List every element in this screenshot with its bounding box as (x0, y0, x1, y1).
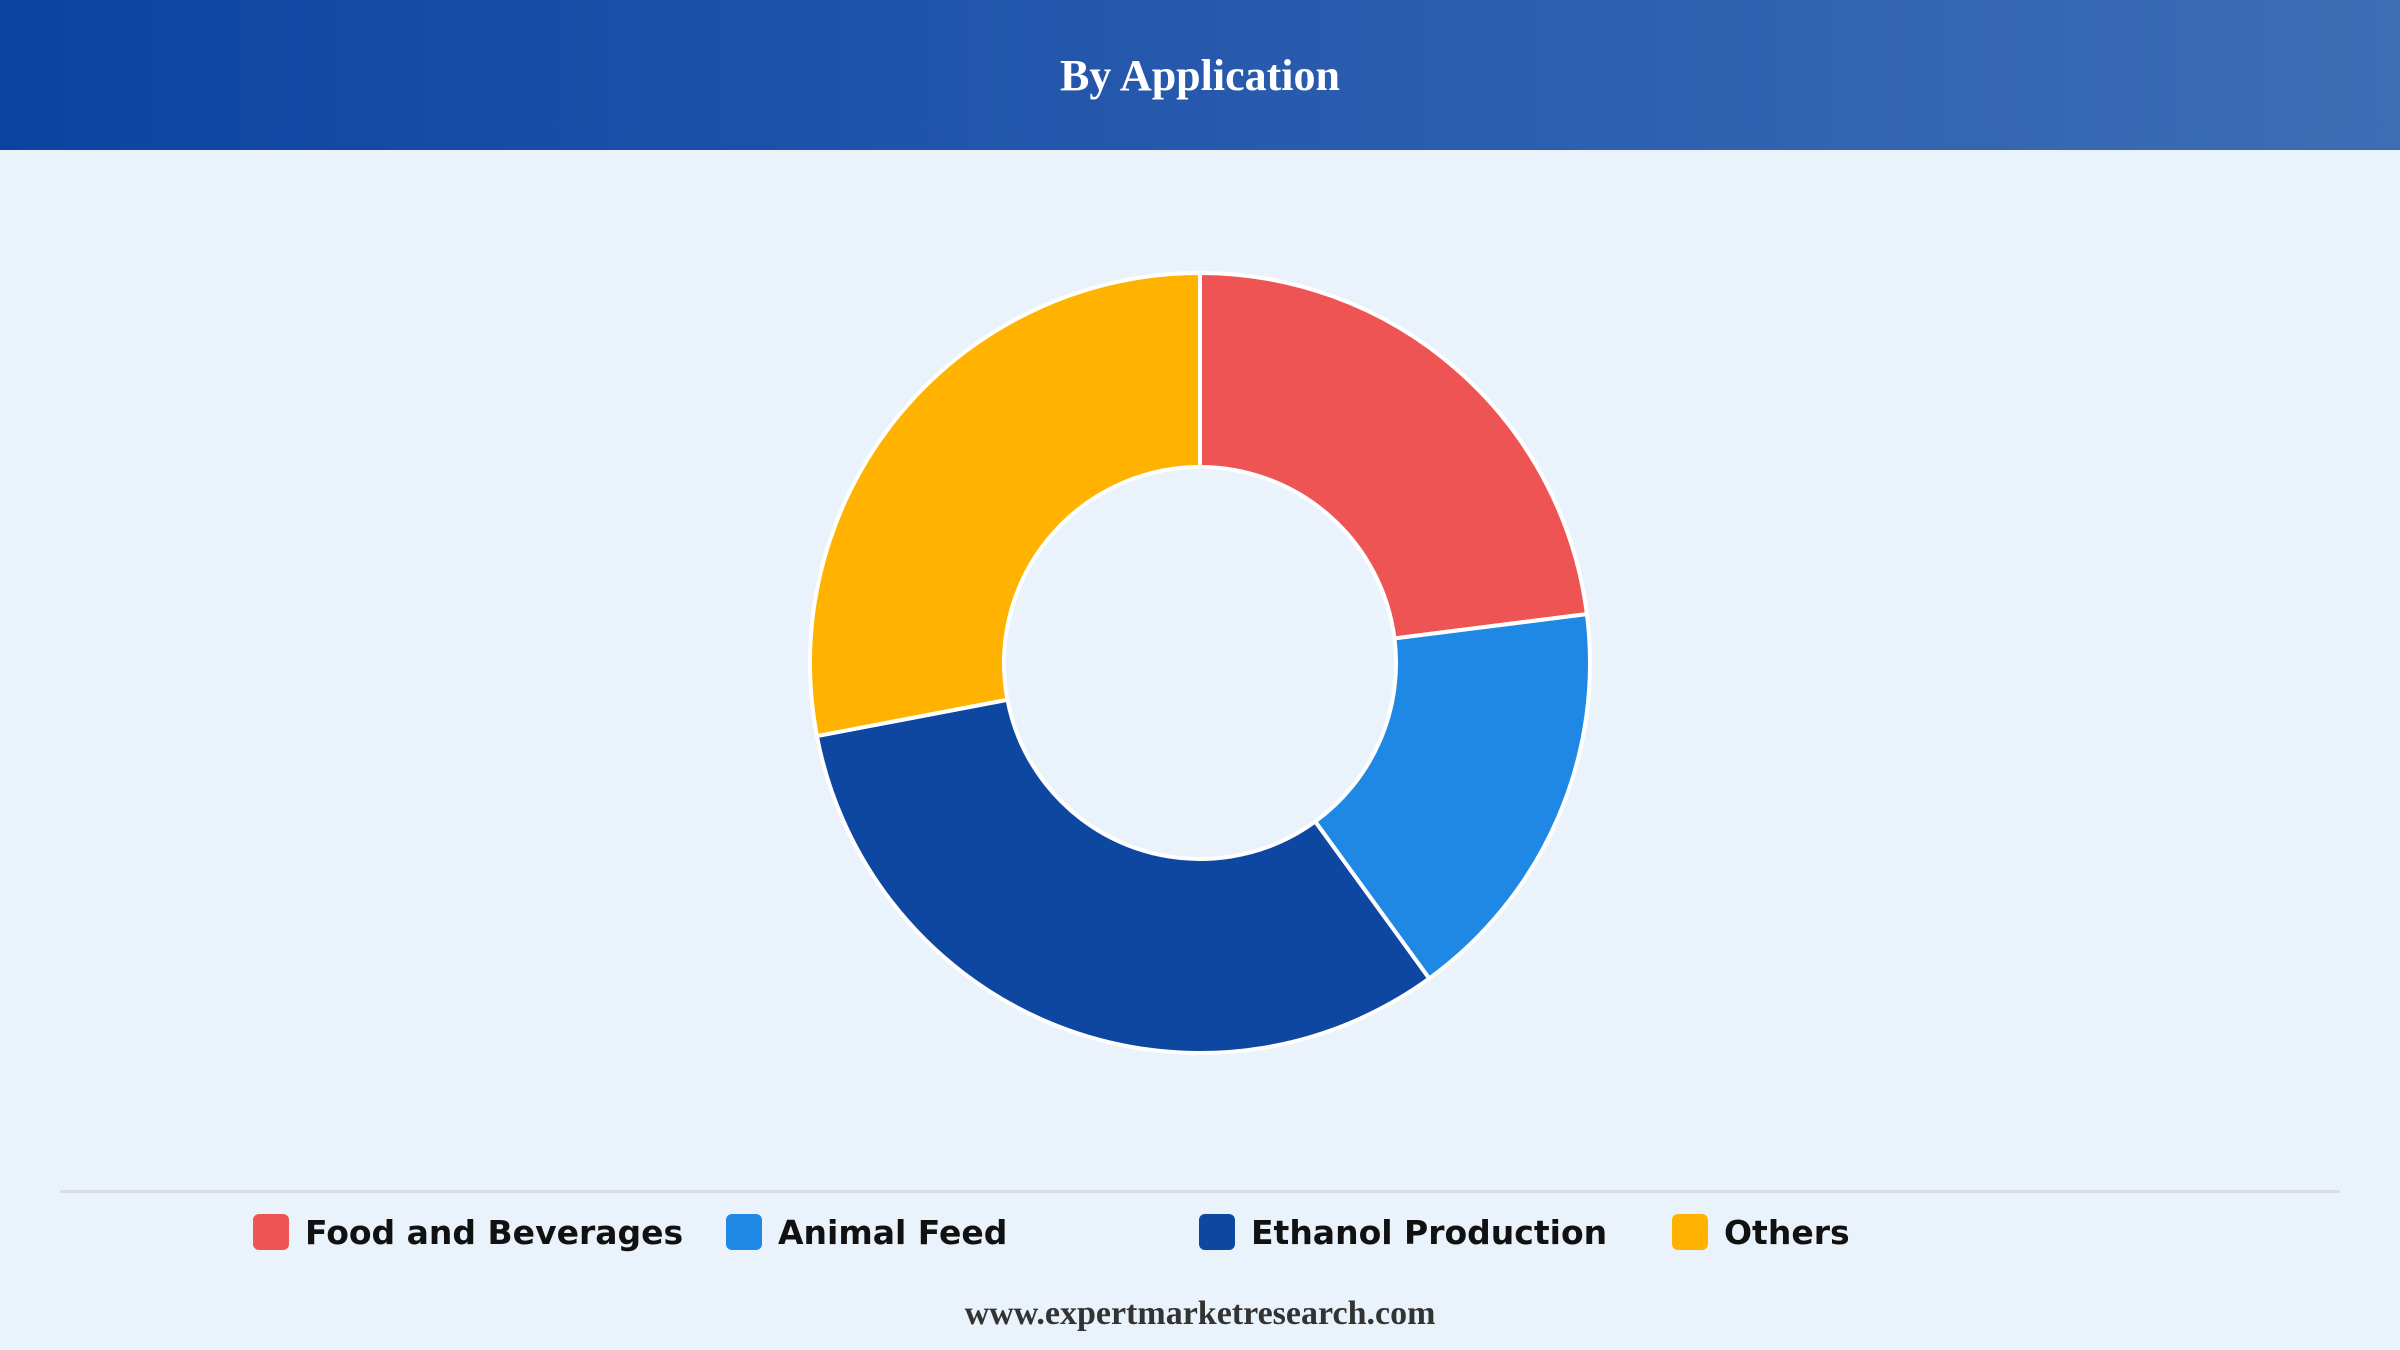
legend-item-animal-feed[interactable]: Animal Feed (726, 1212, 1007, 1252)
header-banner: By Application (0, 0, 2400, 150)
slice-animal-feed[interactable] (1313, 612, 1592, 981)
donut-slices (808, 271, 1592, 1056)
website-footer: www.expertmarketresearch.com (964, 1295, 1436, 1332)
legend-divider (60, 1190, 2340, 1193)
legend: Food and Beverages Animal Feed Ethanol P… (0, 1200, 2400, 1260)
legend-label: Animal Feed (778, 1212, 1008, 1252)
legend-swatch (1199, 1214, 1235, 1250)
slice-ethanol-production[interactable] (814, 697, 1432, 1056)
chart-title: By Application (1060, 50, 1340, 100)
legend-label: Ethanol Production (1251, 1212, 1608, 1252)
legend-swatch (253, 1214, 289, 1250)
legend-label: Food and Beverages (305, 1212, 684, 1252)
donut-chart (808, 271, 1592, 1056)
slice-others[interactable] (808, 271, 1202, 739)
legend-item-others[interactable]: Others (1672, 1212, 1850, 1252)
legend-item-food-and-beverages[interactable]: Food and Beverages (253, 1212, 683, 1252)
legend-item-ethanol-production[interactable]: Ethanol Production (1199, 1212, 1607, 1252)
legend-label: Others (1724, 1212, 1850, 1252)
legend-swatch (726, 1214, 762, 1250)
slice-food-and-beverages[interactable] (1198, 271, 1589, 641)
legend-swatch (1672, 1214, 1708, 1250)
